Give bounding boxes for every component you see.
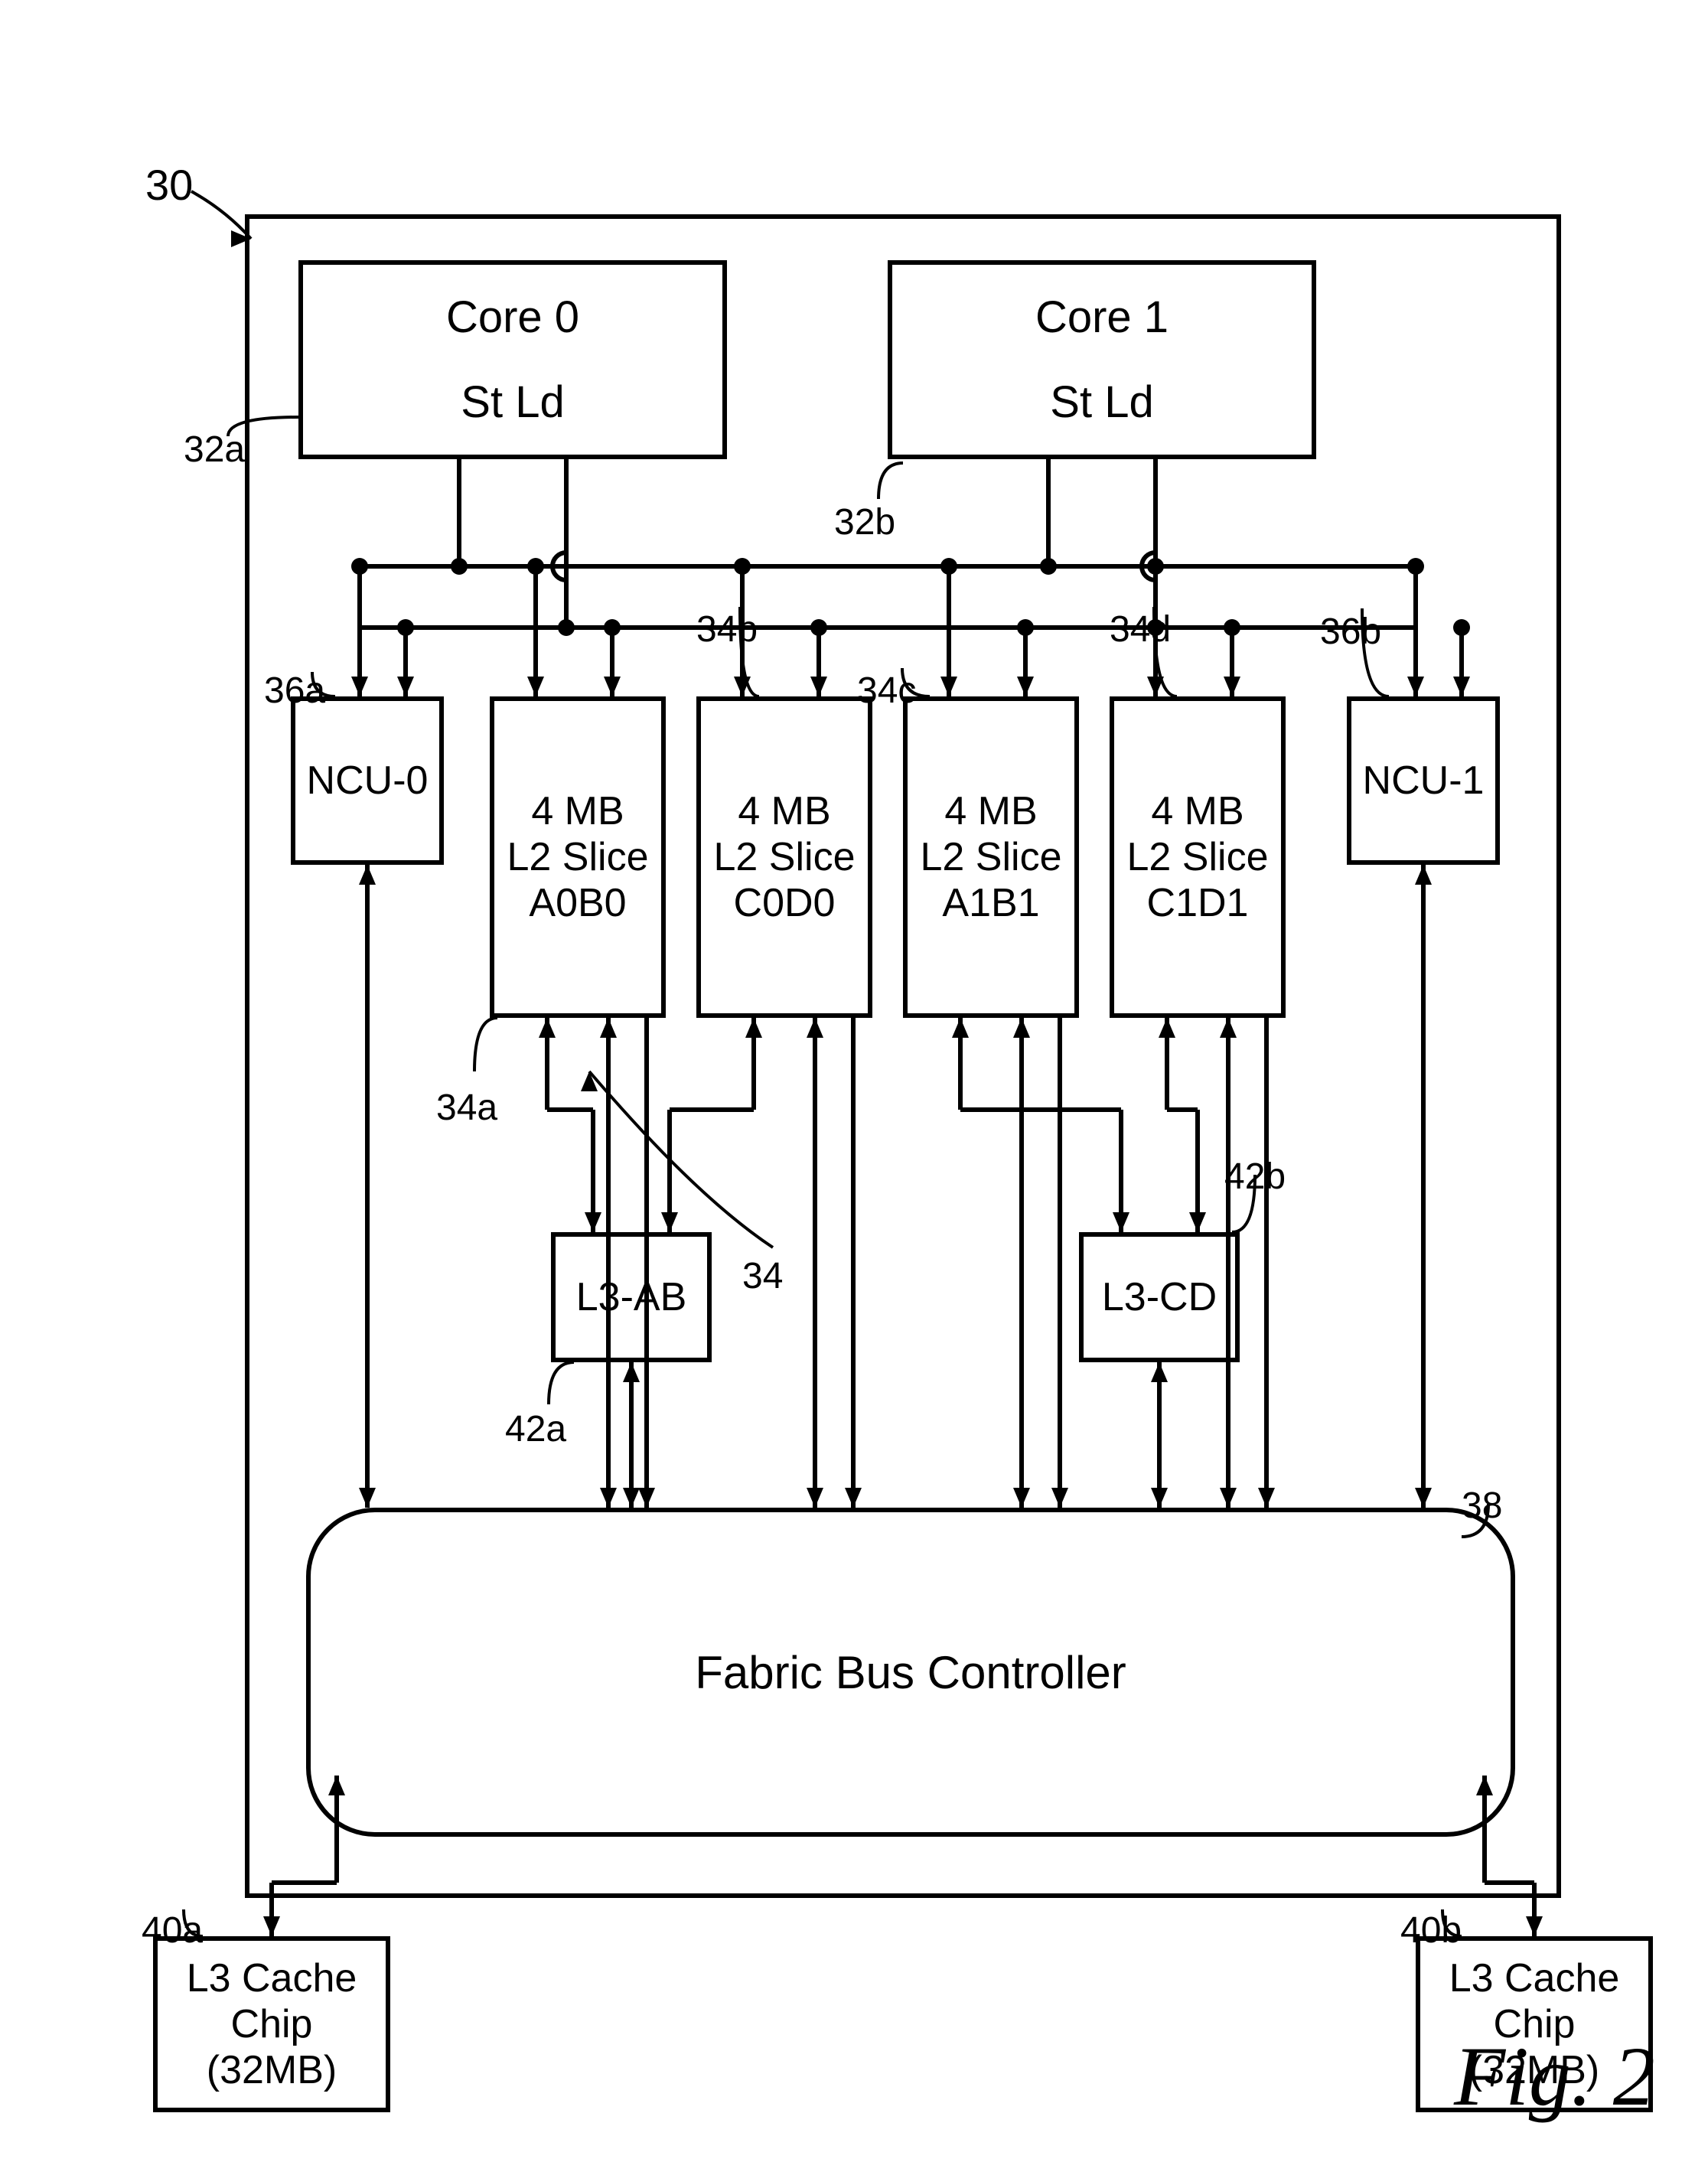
- ref-36b: 36b: [1320, 611, 1381, 653]
- fbc-label: Fabric Bus Controller: [695, 1646, 1126, 1699]
- ref-34-group: 34: [742, 1255, 783, 1297]
- core-label: Core 1St Ld: [1035, 292, 1169, 428]
- l2d: 4 MBL2 SliceC1D1: [1110, 696, 1286, 1018]
- ncu0: NCU-0: [291, 696, 444, 865]
- l3ab: L3-AB: [551, 1232, 712, 1362]
- ncu1: NCU-1: [1347, 696, 1500, 865]
- l2b: 4 MBL2 SliceC0D0: [696, 696, 872, 1018]
- l2-label: 4 MBL2 SliceC1D1: [1127, 788, 1269, 926]
- l3ctrl-label: L3-CD: [1102, 1274, 1217, 1320]
- l2c: 4 MBL2 SliceA1B1: [903, 696, 1079, 1018]
- l3cd: L3-CD: [1079, 1232, 1240, 1362]
- ref-36a: 36a: [264, 670, 325, 712]
- ncu-label: NCU-0: [307, 758, 429, 804]
- ref-38: 38: [1462, 1485, 1502, 1527]
- ref-42b: 42b: [1224, 1156, 1286, 1198]
- l2a: 4 MBL2 SliceA0B0: [490, 696, 666, 1018]
- l2-label: 4 MBL2 SliceC0D0: [714, 788, 856, 926]
- l2-label: 4 MBL2 SliceA1B1: [921, 788, 1062, 926]
- figure-ref: 30: [145, 161, 193, 210]
- l3chip_a: L3 CacheChip(32MB): [153, 1936, 390, 2112]
- ref-42a: 42a: [505, 1408, 566, 1450]
- ref-32b: 32b: [834, 501, 895, 543]
- core-label: Core 0St Ld: [446, 292, 579, 428]
- ref-34b: 34b: [696, 608, 758, 651]
- l3ctrl-label: L3-AB: [576, 1274, 687, 1320]
- ref-32a: 32a: [184, 429, 245, 471]
- l2-label: 4 MBL2 SliceA0B0: [507, 788, 649, 926]
- ref-34c: 34c: [857, 670, 916, 712]
- figure-label: Fig. 2: [1454, 2028, 1655, 2125]
- ref-40b: 40b: [1400, 1909, 1462, 1952]
- ref-40a: 40a: [142, 1909, 203, 1952]
- ref-34d: 34d: [1110, 608, 1171, 651]
- ref-34a: 34a: [436, 1087, 497, 1129]
- core1: Core 1St Ld: [888, 260, 1316, 459]
- core0: Core 0St Ld: [298, 260, 727, 459]
- l3chip-label: L3 CacheChip(32MB): [187, 1955, 357, 2093]
- fabric-bus-controller: Fabric Bus Controller: [306, 1508, 1515, 1837]
- ncu-label: NCU-1: [1363, 758, 1485, 804]
